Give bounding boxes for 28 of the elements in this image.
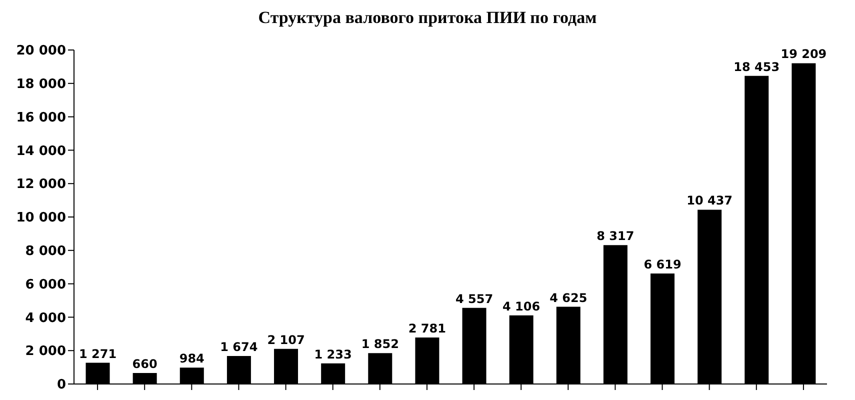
data-label: 984 (179, 352, 204, 366)
data-label: 18 453 (734, 60, 780, 74)
y-tick-label: 10 000 (16, 210, 66, 226)
data-label: 6 619 (644, 257, 682, 272)
data-label: 660 (132, 356, 158, 371)
y-tick-label: 6 000 (25, 277, 66, 292)
data-label: 1 233 (314, 347, 352, 362)
chart-title: Структура валового притока ПИИ по годам (257, 8, 598, 29)
data-label: 8 317 (596, 229, 634, 244)
data-label: 2 781 (408, 322, 446, 336)
data-label: 2 107 (267, 332, 305, 347)
y-tick-label: 4 000 (25, 310, 66, 326)
data-label: 4 557 (455, 292, 494, 306)
y-tick-label: 14 000 (16, 144, 66, 159)
y-tick-label: 0 (56, 378, 66, 393)
data-label: 1 674 (220, 340, 258, 354)
data-label: 1 852 (361, 337, 399, 352)
y-tick-label: 16 000 (16, 110, 66, 126)
data-label: 10 437 (686, 194, 733, 208)
y-tick-label: 20 000 (16, 44, 66, 59)
data-label: 1 271 (78, 346, 117, 361)
data-label: 4 625 (550, 290, 588, 305)
data-label: 4 106 (502, 299, 540, 314)
y-tick-label: 8 000 (25, 244, 66, 260)
y-tick-label: 12 000 (16, 177, 66, 192)
y-tick-label: 18 000 (16, 77, 66, 92)
data-label: 19 209 (780, 47, 827, 62)
y-tick-label: 2 000 (25, 344, 66, 360)
